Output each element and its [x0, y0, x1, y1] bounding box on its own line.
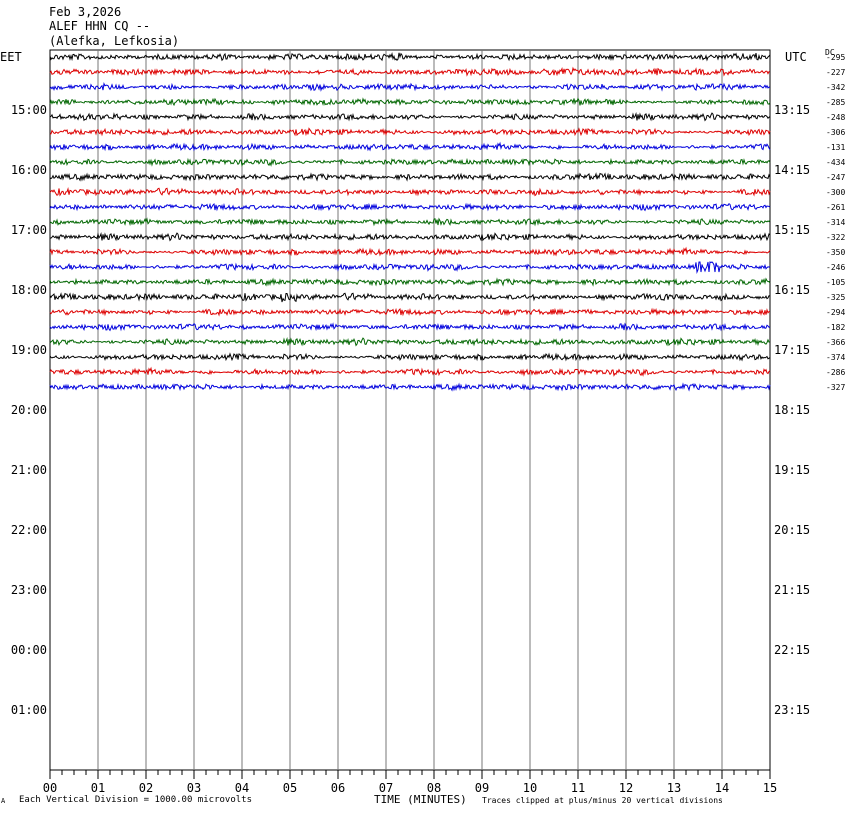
trace-line [49, 82, 771, 92]
hour-label-left: 16:00 [11, 163, 47, 177]
dc-offset-label: -261 [826, 203, 845, 212]
x-axis-title: TIME (MINUTES) [374, 793, 467, 806]
hour-label-left: 01:00 [11, 703, 47, 717]
trace-line [49, 382, 771, 392]
x-tick-label: 05 [283, 781, 297, 795]
trace-line [49, 187, 771, 197]
dc-offset-label: -374 [826, 353, 845, 362]
hour-label-left: 17:00 [11, 223, 47, 237]
dc-offset-label: -314 [826, 218, 845, 227]
trace-line [49, 97, 771, 107]
x-tick-label: 15 [763, 781, 777, 795]
dc-offset-label: -246 [826, 263, 845, 272]
timezone-left-label: EET [0, 50, 22, 64]
x-tick-label: 00 [43, 781, 57, 795]
hour-label-left: 19:00 [11, 343, 47, 357]
dc-offset-label: -105 [826, 278, 845, 287]
x-tick-label: 02 [139, 781, 153, 795]
dc-offset-label: -350 [826, 248, 845, 257]
dc-offset-label: -247 [826, 173, 845, 182]
x-tick-label: 11 [571, 781, 585, 795]
hour-label-right: 18:15 [774, 403, 810, 417]
x-tick-label: 12 [619, 781, 633, 795]
hour-label-right: 21:15 [774, 583, 810, 597]
dc-offset-label: -306 [826, 128, 845, 137]
clip-note: Traces clipped at plus/minus 20 vertical… [482, 796, 723, 805]
trace-line [49, 157, 771, 167]
x-tick-label: 07 [379, 781, 393, 795]
trace-line [49, 127, 771, 137]
dc-offset-label: -285 [826, 98, 845, 107]
hour-label-left: 21:00 [11, 463, 47, 477]
hour-label-left: 15:00 [11, 103, 47, 117]
trace-line [49, 337, 771, 347]
x-tick-label: 06 [331, 781, 345, 795]
trace-line [49, 277, 771, 287]
plot-frame [49, 49, 771, 771]
trace-line [49, 232, 771, 242]
x-tick-label: 03 [187, 781, 201, 795]
dc-offset-label: -286 [826, 368, 845, 377]
dc-offset-label: -295 [826, 53, 845, 62]
hour-label-left: 18:00 [11, 283, 47, 297]
dc-offset-label: -248 [826, 113, 845, 122]
trace-line [49, 261, 771, 274]
trace-line [49, 112, 771, 122]
hour-label-right: 13:15 [774, 103, 810, 117]
hour-label-right: 22:15 [774, 643, 810, 657]
hour-label-right: 20:15 [774, 523, 810, 537]
hour-label-left: 23:00 [11, 583, 47, 597]
corner-mark: A [1, 797, 6, 805]
dc-offset-label: -227 [826, 68, 845, 77]
trace-line [49, 172, 771, 182]
hour-label-right: 16:15 [774, 283, 810, 297]
dc-offset-label: -182 [826, 323, 845, 332]
x-tick-label: 01 [91, 781, 105, 795]
trace-line [49, 307, 770, 317]
dc-offset-label: -325 [826, 293, 845, 302]
trace-line [49, 217, 771, 227]
dc-offset-label: -366 [826, 338, 845, 347]
trace-line [49, 202, 771, 212]
trace-line [49, 352, 771, 362]
dc-offset-label: -322 [826, 233, 845, 242]
trace-line [49, 366, 771, 377]
x-tick-label: 08 [427, 781, 441, 795]
dc-offset-label: -300 [826, 188, 845, 197]
hour-label-right: 17:15 [774, 343, 810, 357]
hour-label-left: 22:00 [11, 523, 47, 537]
x-tick-label: 14 [715, 781, 729, 795]
station-label: ALEF HHN CQ -- [49, 19, 151, 33]
location-label: (Alefka, Lefkosia) [49, 34, 180, 48]
hour-label-right: 23:15 [774, 703, 810, 717]
dc-offset-label: -342 [826, 83, 845, 92]
hour-label-left: 00:00 [11, 643, 47, 657]
dc-offset-label: -327 [826, 383, 845, 392]
hour-label-right: 14:15 [774, 163, 810, 177]
trace-line [49, 292, 771, 303]
dc-label: DC [825, 48, 835, 57]
hour-label-right: 19:15 [774, 463, 810, 477]
dc-offset-label: -434 [826, 158, 845, 167]
trace-line [49, 51, 771, 62]
trace-line [49, 246, 771, 257]
x-tick-label: 04 [235, 781, 249, 795]
dc-offset-label: -131 [826, 143, 845, 152]
x-tick-label: 13 [667, 781, 681, 795]
scale-note: Each Vertical Division = 1000.00 microvo… [19, 795, 252, 805]
trace-line [49, 66, 771, 77]
x-tick-label: 09 [475, 781, 489, 795]
dc-offset-label: -294 [826, 308, 845, 317]
x-tick-label: 10 [523, 781, 537, 795]
hour-label-left: 20:00 [11, 403, 47, 417]
timezone-right-label: UTC [785, 50, 807, 64]
date-label: Feb 3,2026 [49, 5, 122, 19]
trace-line [49, 322, 771, 332]
hour-label-right: 15:15 [774, 223, 810, 237]
trace-line [49, 141, 771, 152]
